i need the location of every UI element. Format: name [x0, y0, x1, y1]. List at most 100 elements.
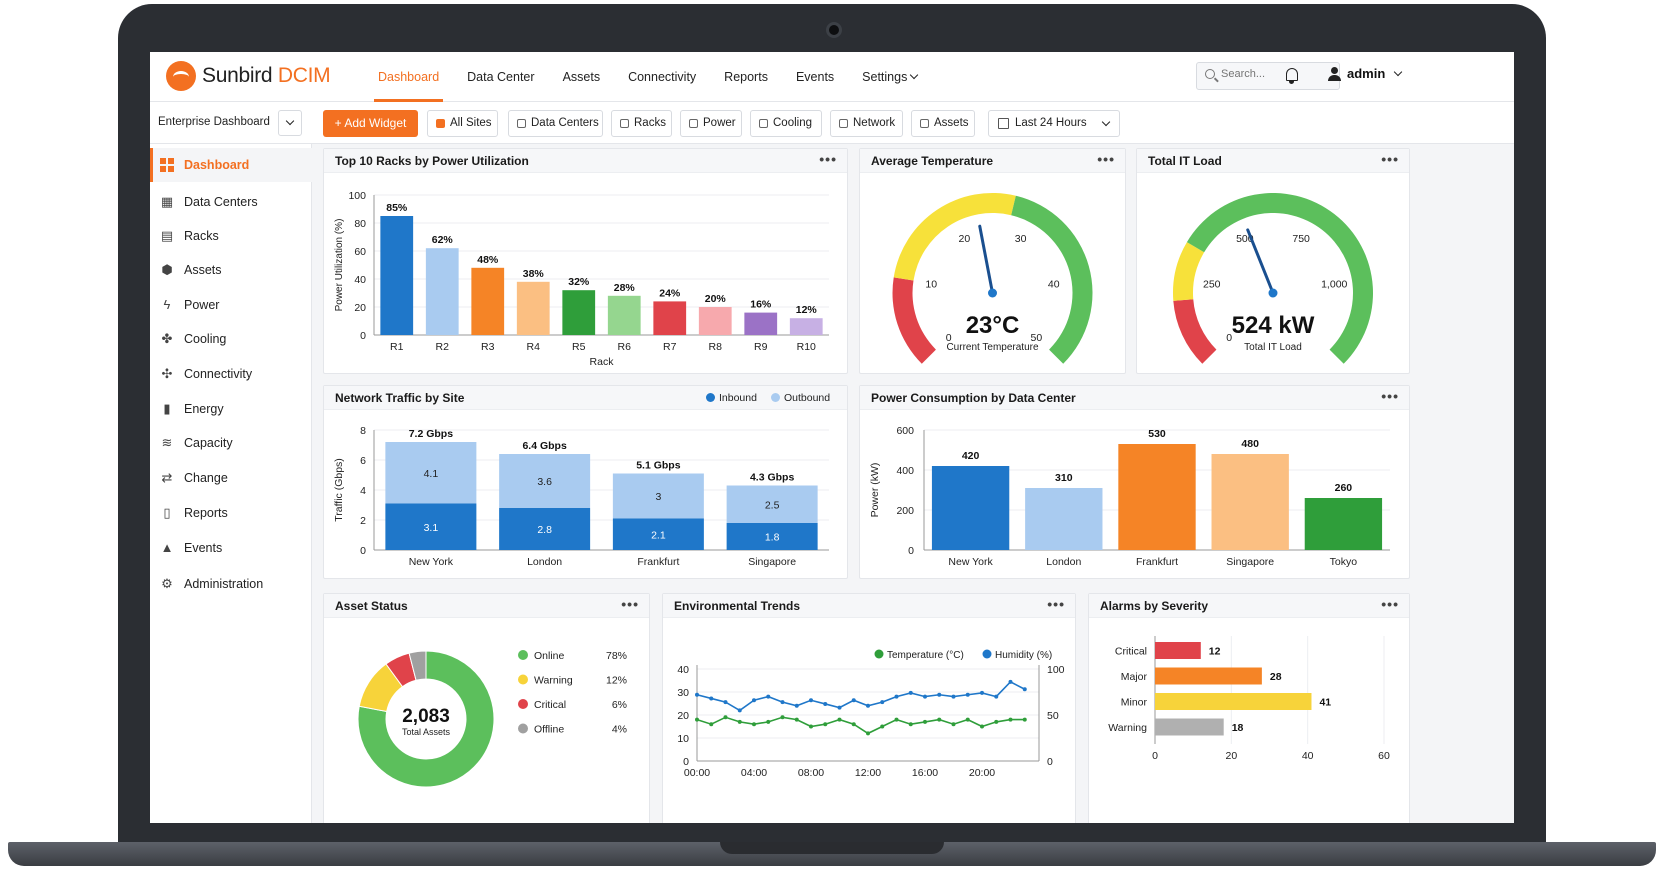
add-widget-button[interactable]: + Add Widget: [323, 110, 418, 137]
nav-data-center[interactable]: Data Center: [467, 70, 535, 84]
more-options-icon[interactable]: •••: [819, 151, 837, 167]
bell-icon: ▲: [160, 540, 174, 555]
data-point: [908, 690, 913, 695]
gauge-needle: [1246, 228, 1275, 295]
panel-title-text: Environmental Trends: [674, 599, 801, 613]
sidebar-item-power[interactable]: ϟ Power: [150, 288, 312, 322]
panel-title-text: Asset Status: [335, 599, 408, 613]
data-point: [994, 719, 999, 724]
data-point: [937, 692, 942, 697]
bar: [380, 216, 414, 335]
filter-data-centers[interactable]: Data Centers: [508, 110, 603, 137]
sidebar-item-reports[interactable]: ▯ Reports: [150, 496, 312, 530]
bar-total-label: 6.4 Gbps: [522, 440, 567, 452]
sidebar-item-administration[interactable]: ⚙ Administration: [150, 567, 312, 601]
bar-value-label: 18: [1232, 722, 1244, 734]
sidebar-item-racks[interactable]: ▤ Racks: [150, 219, 312, 253]
sidebar-item-dashboard[interactable]: Dashboard: [150, 148, 312, 182]
nav-settings[interactable]: Settings: [848, 52, 931, 102]
search-box[interactable]: [1196, 62, 1340, 90]
more-options-icon[interactable]: •••: [1381, 596, 1399, 612]
filter-power[interactable]: Power: [680, 110, 742, 137]
nav-dashboard[interactable]: Dashboard: [364, 52, 453, 102]
sidebar-item-label: Racks: [184, 229, 219, 243]
gauge-caption: Total IT Load: [1244, 342, 1302, 353]
chevron-down-icon: [1101, 117, 1111, 127]
user-menu[interactable]: admin: [1328, 66, 1403, 81]
main-nav: Dashboard Data Center Assets Connectivit…: [364, 52, 931, 102]
outbound-swatch: [770, 393, 780, 402]
nav-events[interactable]: Events: [795, 70, 835, 84]
panel-alarms-by-severity: Alarms by Severity ••• 0 20 40 60 Critical 12 M…: [1088, 593, 1410, 823]
more-options-icon[interactable]: •••: [1381, 388, 1399, 404]
bar: [1155, 667, 1262, 685]
x-axis-label: Rack: [590, 356, 615, 368]
filter-network[interactable]: Network: [830, 110, 903, 137]
panel-title: Environmental Trends •••: [663, 594, 1075, 618]
sidebar-item-label: Energy: [184, 402, 224, 416]
nav-reports[interactable]: Reports: [724, 70, 768, 84]
sidebar-item-events[interactable]: ▲ Events: [150, 531, 312, 565]
bar-total-label: 4.3 Gbps: [750, 472, 795, 484]
legend-value: 12%: [606, 675, 627, 687]
sidebar-item-data-centers[interactable]: ▦ Data Centers: [150, 185, 312, 219]
user-name: admin: [1347, 66, 1386, 81]
bar-value-label: 16%: [750, 299, 772, 311]
data-point: [695, 692, 699, 697]
search-input[interactable]: [1221, 68, 1331, 80]
bar: [425, 248, 459, 335]
panel-title: Asset Status •••: [324, 594, 649, 618]
sidebar-item-label: Data Centers: [184, 195, 258, 209]
x-tick-label: R3: [481, 341, 495, 353]
panel-power-consumption: Power Consumption by Data Center ••• 0 200…: [859, 385, 1410, 579]
legend-label: Outbound: [783, 392, 831, 404]
filter-assets[interactable]: Assets: [911, 110, 975, 137]
dashboard-dropdown[interactable]: [278, 110, 302, 136]
notification-bell-icon[interactable]: [1286, 68, 1298, 84]
gauge-zone: [1173, 299, 1217, 364]
y-tick-label: 40: [354, 274, 366, 286]
y-tick-label: 100: [348, 190, 366, 202]
cube-icon: ⬢: [161, 262, 173, 277]
x-tick-label: New York: [409, 556, 454, 568]
sidebar-item-connectivity[interactable]: ✣ Connectivity: [150, 357, 312, 391]
bar-value-label: 85%: [386, 202, 408, 214]
more-options-icon[interactable]: •••: [621, 596, 639, 612]
filter-cooling[interactable]: Cooling: [750, 110, 822, 137]
filter-racks[interactable]: Racks: [611, 110, 672, 137]
dashboard-name: Enterprise Dashboard: [158, 116, 270, 128]
panel-title-text: Network Traffic by Site: [335, 391, 465, 405]
filter-label: Network: [853, 117, 896, 129]
bar-value-label: 12%: [796, 304, 818, 316]
gauge-tick-label: 50: [1030, 332, 1042, 344]
legend-swatch: [874, 649, 884, 659]
donut-slice: [408, 650, 427, 681]
sidebar-item-energy[interactable]: ▮ Energy: [150, 392, 312, 426]
sidebar-item-assets[interactable]: ⬢ Assets: [150, 253, 312, 287]
bar: [931, 466, 1010, 550]
gauge-hub: [988, 288, 997, 298]
filter-label: All Sites: [450, 117, 492, 129]
sidebar-item-capacity[interactable]: ≋ Capacity: [150, 426, 312, 460]
sidebar-item-cooling[interactable]: ✤ Cooling: [150, 322, 312, 356]
nav-connectivity[interactable]: Connectivity: [628, 70, 697, 84]
nav-assets[interactable]: Assets: [562, 70, 601, 84]
sidebar-item-change[interactable]: ⇄ Change: [150, 461, 312, 495]
gauge-tick-label: 0: [946, 332, 952, 344]
more-options-icon[interactable]: •••: [1381, 151, 1399, 167]
rack-icon: [620, 119, 629, 128]
filter-all-sites[interactable]: All Sites: [427, 110, 498, 137]
logo[interactable]: Sunbird DCIM: [166, 61, 331, 91]
panel-title-text: Power Consumption by Data Center: [871, 391, 1076, 405]
time-range-select[interactable]: Last 24 Hours: [988, 110, 1120, 137]
document-icon: ▯: [163, 505, 171, 520]
chevron-down-icon: [910, 70, 919, 80]
more-options-icon[interactable]: •••: [1047, 596, 1065, 612]
data-point: [1008, 679, 1013, 684]
data-point: [980, 690, 984, 695]
x-tick-label: R6: [618, 341, 632, 353]
fan-icon: [759, 119, 768, 128]
panel-title: Average Temperature •••: [860, 149, 1125, 173]
more-options-icon[interactable]: •••: [1097, 151, 1115, 167]
